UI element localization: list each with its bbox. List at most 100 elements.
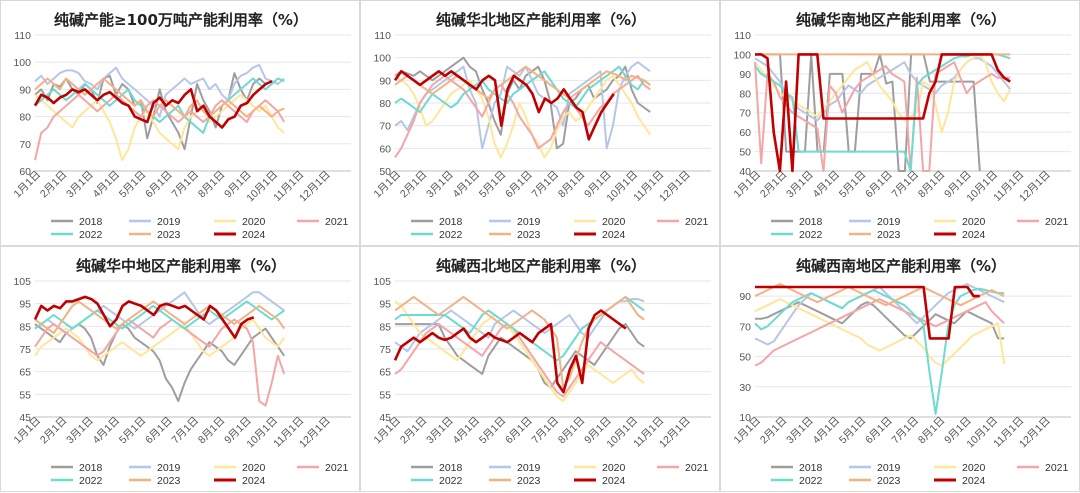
x-tick-label: 5月1日 [477,415,509,447]
chart-panel-northwest: 纯碱西北地区产能利用率（%） 45 55 65 75 85 95 105 1月1日 2月1日 3月1… [360,246,720,492]
y-tick-label: 60 [739,127,751,139]
series-line-2020 [754,298,1006,367]
legend-label-2020: 2020 [602,462,626,474]
y-tick-label: 90 [739,69,751,81]
chart-panel-southwest: 纯碱西南地区产能利用率（%） 10 30 50 70 90 1月1日 2月1日 3月1日 4月1日… [720,246,1080,492]
series-line-2019 [394,61,651,150]
legend-label-2024: 2024 [962,229,986,241]
series-line-2023 [754,283,1005,307]
legend-label-2019: 2019 [157,216,181,228]
legend-label-2019: 2019 [877,462,901,474]
x-tick-label: 7月1日 [890,169,922,201]
y-tick-label: 95 [19,299,31,311]
chart-title: 纯碱产能≥100万吨产能利用率（%） [54,11,308,29]
y-tick-label: 110 [374,30,391,42]
x-tick-label: 8月1日 [196,415,228,447]
series-line-2023 [394,295,645,389]
y-tick-label: 50 [739,352,751,364]
series-line-2021 [34,318,286,407]
legend-label-2019: 2019 [517,462,541,474]
legend-label-2021: 2021 [1045,216,1069,228]
legend-label-2020: 2020 [242,216,266,228]
y-tick-label: 50 [739,147,751,159]
legend-label-2023: 2023 [877,475,901,487]
chart-title: 纯碱华南地区产能利用率（%） [796,11,1006,29]
x-tick-label: 2月1日 [758,169,790,201]
legend-label-2018: 2018 [79,216,103,228]
x-tick-label: 5月1日 [477,169,509,201]
x-tick-label: 3月1日 [424,415,456,447]
y-tick-label: 45 [19,412,31,424]
legend-label-2024: 2024 [602,229,626,241]
x-tick-label: 5月1日 [117,415,149,447]
y-tick-label: 100 [733,49,751,61]
x-tick-label: 6月1日 [863,169,895,201]
y-tick-label: 100 [373,53,391,65]
x-tick-label: 6月1日 [143,169,175,201]
x-tick-label: 4月1日 [811,169,843,201]
x-tick-label: 6月1日 [143,415,175,447]
legend-label-2018: 2018 [439,216,463,228]
y-tick-label: 30 [739,382,751,394]
y-tick-label: 70 [739,108,751,120]
legend-label-2021: 2021 [325,216,349,228]
chart-svg: 纯碱西北地区产能利用率（%）4555657585951051月1日2月1日3月1… [372,257,711,487]
x-tick-label: 4月1日 [451,415,483,447]
series-line-2018 [755,301,1005,340]
series-line-2024 [33,80,273,129]
x-tick-label: 7月1日 [530,415,562,447]
legend-label-2021: 2021 [685,216,709,228]
series-line-2022 [754,53,1011,172]
x-tick-label: 5月1日 [837,415,869,447]
chart-title: 纯碱西北地区产能利用率（%） [436,257,646,275]
series-line-2022 [754,287,1005,415]
series-line-2021 [754,61,1011,172]
x-tick-label: 2月1日 [38,415,70,447]
legend-label-2018: 2018 [439,462,463,474]
legend-label-2024: 2024 [242,229,266,241]
series-line-2020 [394,300,645,403]
chart-panel-central-china: 纯碱华中地区产能利用率（%） 45 55 65 75 85 95 105 1月1日 2月1日 3月1… [0,246,360,492]
x-tick-label: 7月1日 [170,415,202,447]
chart-panel-north-china: 纯碱华北地区产能利用率（%） 50 60 70 80 90 100 110 1月1日 2月1日 3月… [360,0,720,246]
legend-label-2019: 2019 [157,462,181,474]
x-tick-label: 2月1日 [398,169,430,201]
x-tick-label: 2月1日 [38,169,70,201]
y-tick-label: 85 [379,321,391,333]
y-tick-label: 80 [739,88,751,100]
legend-label-2019: 2019 [877,216,901,228]
y-tick-label: 90 [739,291,751,303]
y-tick-label: 60 [379,143,391,155]
legend-label-2023: 2023 [157,229,181,241]
chart-title: 纯碱华北地区产能利用率（%） [436,11,646,29]
x-tick-label: 8月1日 [556,415,588,447]
legend-label-2022: 2022 [439,229,463,241]
x-tick-label: 3月1日 [784,169,816,201]
series-line-2020 [394,74,652,159]
series-line-2023 [394,65,651,100]
y-tick-label: 100 [13,57,31,69]
x-tick-label: 7月1日 [170,169,202,201]
legend-label-2024: 2024 [962,475,986,487]
series-line-2020 [754,53,1012,134]
x-tick-label: 7月1日 [530,169,562,201]
x-tick-label: 6月1日 [863,415,895,447]
x-tick-label: 8月1日 [916,169,948,201]
legend-label-2020: 2020 [242,462,266,474]
y-tick-label: 70 [379,121,391,133]
legend-label-2022: 2022 [799,229,823,241]
x-tick-label: 2月1日 [758,415,790,447]
y-tick-label: 40 [739,166,751,178]
legend-label-2023: 2023 [517,229,541,241]
series-line-2019 [394,298,645,353]
series-line-2019 [34,63,285,118]
chart-svg: 纯碱西南地区产能利用率（%）10305070901月1日2月1日3月1日4月1日… [732,257,1071,487]
x-tick-label: 4月1日 [91,169,123,201]
y-tick-label: 75 [379,344,391,356]
series-line-2024 [393,70,615,141]
series-line-2022 [394,65,651,114]
y-tick-label: 70 [19,139,31,151]
y-tick-label: 55 [379,389,391,401]
legend-label-2022: 2022 [439,475,463,487]
y-tick-label: 110 [14,30,31,42]
